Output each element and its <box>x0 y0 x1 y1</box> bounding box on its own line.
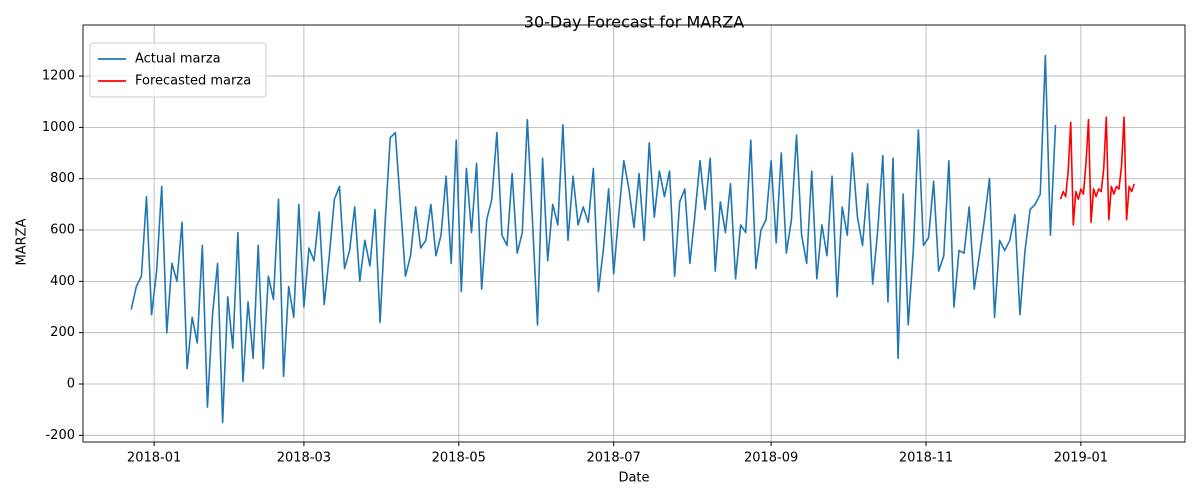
x-tick-label: 2018-03 <box>277 451 331 466</box>
x-tick-label: 2019-01 <box>1054 451 1108 466</box>
y-tick-label: 1200 <box>42 69 75 84</box>
data-line <box>1059 116 1135 226</box>
x-tick-label: 2018-07 <box>587 451 641 466</box>
x-tick-label: 2018-05 <box>432 451 486 466</box>
legend-label: Forecasted marza <box>135 74 251 89</box>
chart-title: 30-Day Forecast for MARZA <box>524 13 745 32</box>
y-tick-label: 0 <box>67 377 75 392</box>
y-tick-label: 200 <box>50 325 75 340</box>
plot-frame <box>82 24 1186 443</box>
legend-box <box>89 42 267 98</box>
x-tick-label: 2018-11 <box>899 451 953 466</box>
data-line <box>130 54 1057 424</box>
x-axis-label: Date <box>618 471 649 486</box>
legend: Actual marza Forecasted marza <box>89 42 267 98</box>
x-tick-label: 2018-01 <box>127 451 181 466</box>
y-tick-label: 600 <box>50 223 75 238</box>
y-tick-label: 1000 <box>42 120 75 135</box>
y-tick-label: 400 <box>50 274 75 289</box>
y-tick-label: -200 <box>45 428 75 443</box>
y-tick-label: 800 <box>50 171 75 186</box>
legend-label: Actual marza <box>135 52 221 67</box>
y-axis-label: MARZA <box>15 218 30 265</box>
x-tick-label: 2018-09 <box>744 451 798 466</box>
